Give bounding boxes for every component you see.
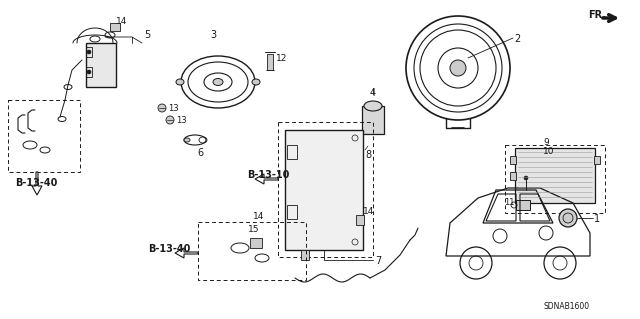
Text: B-13-40: B-13-40 bbox=[148, 244, 190, 254]
Bar bbox=[278, 122, 373, 257]
Circle shape bbox=[559, 209, 577, 227]
Bar bbox=[8, 100, 80, 172]
Text: B-13-40: B-13-40 bbox=[15, 178, 58, 188]
Text: 13: 13 bbox=[168, 104, 179, 113]
Text: 7: 7 bbox=[375, 256, 381, 266]
Polygon shape bbox=[32, 172, 42, 195]
Bar bbox=[301, 250, 309, 260]
Text: 14: 14 bbox=[363, 207, 374, 216]
Bar bbox=[594, 156, 600, 164]
Text: B-13-10: B-13-10 bbox=[247, 170, 289, 180]
Text: 4: 4 bbox=[370, 88, 376, 98]
Ellipse shape bbox=[252, 79, 260, 85]
Bar bbox=[510, 156, 516, 164]
Text: 13: 13 bbox=[176, 116, 187, 125]
Bar bbox=[510, 172, 516, 180]
Circle shape bbox=[87, 70, 91, 74]
Circle shape bbox=[166, 116, 174, 124]
Bar bbox=[250, 238, 262, 248]
Ellipse shape bbox=[364, 101, 382, 111]
Circle shape bbox=[450, 60, 466, 76]
Text: 11-: 11- bbox=[504, 198, 518, 207]
Text: 12: 12 bbox=[276, 54, 287, 63]
Circle shape bbox=[87, 50, 91, 54]
Text: 5: 5 bbox=[144, 30, 150, 40]
Bar bbox=[516, 200, 530, 210]
Ellipse shape bbox=[176, 79, 184, 85]
Bar bbox=[355, 154, 363, 162]
Ellipse shape bbox=[184, 138, 190, 142]
Bar bbox=[362, 106, 384, 134]
Text: 14: 14 bbox=[253, 212, 264, 221]
Text: 3: 3 bbox=[210, 30, 216, 40]
Bar bbox=[86, 47, 92, 57]
Text: 10: 10 bbox=[543, 147, 554, 156]
Bar bbox=[287, 205, 297, 219]
Bar bbox=[267, 54, 273, 70]
Polygon shape bbox=[255, 174, 278, 184]
Polygon shape bbox=[175, 248, 198, 258]
Text: FR.: FR. bbox=[588, 10, 606, 20]
Bar bbox=[285, 130, 363, 250]
Text: 6: 6 bbox=[197, 148, 203, 158]
Bar bbox=[110, 23, 120, 31]
Bar bbox=[287, 145, 297, 159]
Text: SDNAB1600: SDNAB1600 bbox=[544, 302, 590, 311]
Bar bbox=[356, 215, 364, 225]
Bar bbox=[198, 222, 306, 280]
Text: 15: 15 bbox=[248, 225, 259, 234]
Circle shape bbox=[158, 104, 166, 112]
Text: 8: 8 bbox=[365, 150, 371, 160]
Text: 9: 9 bbox=[543, 138, 548, 147]
Ellipse shape bbox=[213, 78, 223, 85]
Text: 2: 2 bbox=[514, 34, 520, 44]
Bar bbox=[86, 67, 92, 77]
Bar bbox=[505, 145, 605, 213]
Circle shape bbox=[563, 213, 573, 223]
Text: 1: 1 bbox=[594, 214, 600, 224]
Bar bbox=[86, 43, 116, 87]
Circle shape bbox=[524, 176, 528, 180]
Bar bbox=[515, 148, 595, 203]
Text: 14: 14 bbox=[116, 17, 127, 26]
